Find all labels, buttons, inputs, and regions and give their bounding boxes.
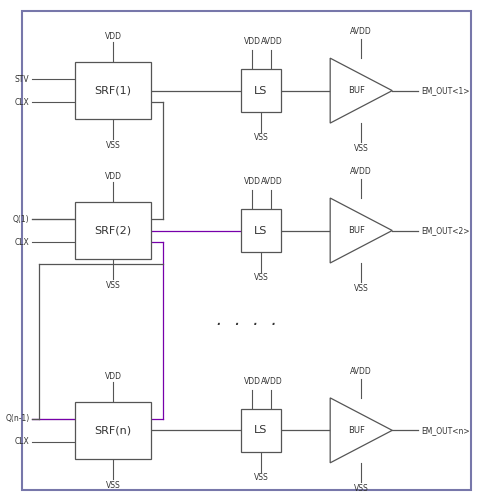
Text: VDD: VDD — [244, 38, 261, 47]
Bar — [75, 402, 151, 459]
Text: AVDD: AVDD — [350, 27, 372, 36]
Text: BUF: BUF — [348, 226, 365, 235]
Text: EM_OUT<1>: EM_OUT<1> — [421, 86, 469, 95]
Text: VDD: VDD — [244, 177, 261, 186]
Bar — [75, 62, 151, 119]
Text: LS: LS — [254, 86, 268, 96]
Text: STV: STV — [15, 75, 30, 84]
Text: CLX: CLX — [15, 437, 30, 446]
Polygon shape — [330, 198, 392, 263]
Text: BUF: BUF — [348, 86, 365, 95]
Text: CLX: CLX — [15, 98, 30, 107]
Polygon shape — [330, 58, 392, 123]
Text: EM_OUT<2>: EM_OUT<2> — [421, 226, 469, 235]
Bar — [241, 70, 281, 112]
Text: AVDD: AVDD — [260, 38, 282, 47]
Text: AVDD: AVDD — [260, 177, 282, 186]
Text: VSS: VSS — [354, 484, 368, 493]
Text: SRF(2): SRF(2) — [94, 225, 132, 235]
Text: VSS: VSS — [105, 480, 121, 489]
Text: LS: LS — [254, 425, 268, 435]
Text: VSS: VSS — [254, 133, 268, 142]
Text: . . . .: . . . . — [215, 313, 278, 328]
Text: VSS: VSS — [254, 273, 268, 282]
Text: SRF(1): SRF(1) — [94, 86, 132, 96]
Text: VDD: VDD — [244, 377, 261, 386]
Polygon shape — [330, 398, 392, 463]
Bar — [75, 202, 151, 259]
Bar — [241, 409, 281, 451]
Text: AVDD: AVDD — [260, 377, 282, 386]
Text: LS: LS — [254, 225, 268, 235]
Text: VSS: VSS — [105, 141, 121, 150]
Text: Q(1): Q(1) — [13, 214, 30, 223]
Text: VSS: VSS — [354, 144, 368, 153]
Text: VDD: VDD — [104, 172, 122, 181]
Text: SRF(n): SRF(n) — [94, 425, 132, 435]
Text: BUF: BUF — [348, 426, 365, 435]
Text: AVDD: AVDD — [350, 367, 372, 376]
Bar — [241, 209, 281, 252]
Text: VDD: VDD — [104, 372, 122, 381]
Text: VDD: VDD — [104, 32, 122, 41]
Text: Q(n-1): Q(n-1) — [5, 414, 30, 423]
Text: AVDD: AVDD — [350, 167, 372, 176]
Text: VSS: VSS — [105, 281, 121, 290]
Text: VSS: VSS — [254, 473, 268, 482]
Text: EM_OUT<n>: EM_OUT<n> — [421, 426, 469, 435]
Text: VSS: VSS — [354, 284, 368, 293]
Text: CLX: CLX — [15, 237, 30, 246]
